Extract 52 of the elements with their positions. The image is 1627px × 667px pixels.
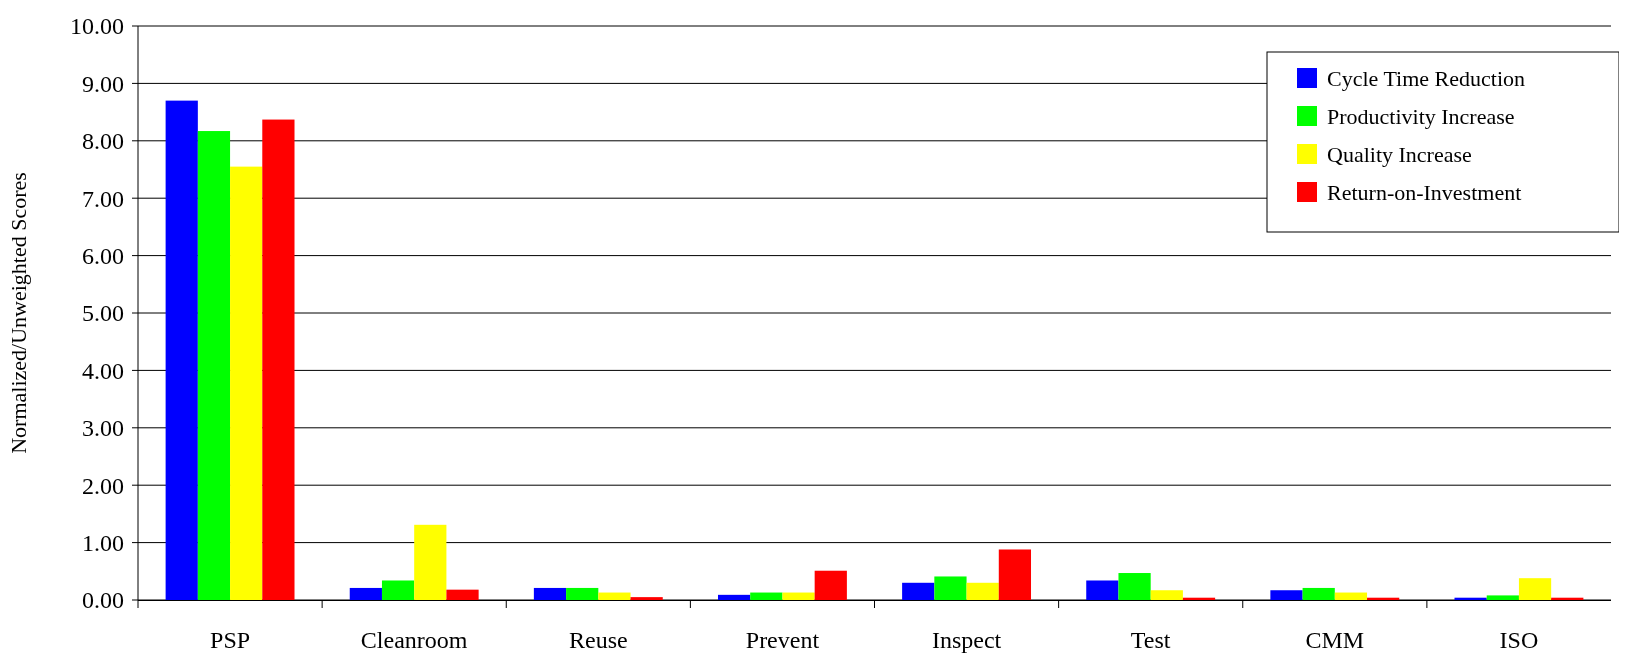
- bar: [566, 587, 599, 600]
- x-tick-label: Reuse: [568, 627, 628, 653]
- bar: [630, 597, 663, 600]
- y-tick-label: 2.00: [82, 472, 124, 499]
- x-tick-label: Inspect: [931, 627, 1002, 653]
- bar: [414, 524, 447, 600]
- x-tick-label: ISO: [1499, 627, 1539, 653]
- y-tick-label: 0.00: [82, 587, 124, 614]
- legend-label: Cycle Time Reduction: [1327, 65, 1525, 91]
- bar: [262, 119, 295, 600]
- x-tick-label: CMM: [1305, 627, 1365, 653]
- y-tick-label: 10.00: [70, 13, 124, 40]
- bar: [966, 582, 999, 600]
- bar: [1486, 595, 1519, 600]
- y-tick-label: 6.00: [82, 243, 124, 269]
- bar: [1086, 580, 1119, 600]
- bar: [934, 576, 967, 600]
- bar: [814, 570, 847, 600]
- x-tick-label: PSP: [210, 627, 251, 653]
- bar: [1334, 592, 1368, 600]
- x-tick-label: Prevent: [745, 627, 820, 653]
- legend-label: Productivity Increase: [1327, 103, 1515, 129]
- bar: [349, 587, 382, 600]
- bar: [782, 592, 815, 600]
- bar: [750, 592, 783, 600]
- bar: [998, 549, 1032, 600]
- y-tick-label: 5.00: [82, 300, 124, 327]
- y-tick-label: 9.00: [82, 70, 124, 97]
- bar: [1270, 590, 1303, 600]
- bar: [381, 580, 415, 600]
- bar: [197, 131, 231, 600]
- y-tick-label: 7.00: [82, 185, 124, 212]
- bar: [533, 587, 567, 600]
- x-tick-label: Cleanroom: [360, 627, 468, 653]
- y-axis-title: Normalized/Unweighted Scores: [6, 172, 31, 454]
- bar: [902, 582, 935, 600]
- y-tick-label: 3.00: [82, 415, 124, 442]
- bar: [1518, 578, 1552, 600]
- x-tick-label: Test: [1130, 627, 1171, 653]
- bar: [1118, 573, 1151, 600]
- bar: [1302, 587, 1335, 600]
- legend-label: Return-on-Investment: [1327, 179, 1522, 205]
- y-tick-label: 4.00: [82, 357, 124, 384]
- bar: [717, 594, 751, 600]
- bar: [1150, 590, 1183, 600]
- y-tick-label: 1.00: [82, 530, 124, 556]
- legend-label: Quality Increase: [1327, 141, 1472, 167]
- bar: [230, 166, 263, 600]
- bar: [165, 100, 198, 600]
- bar: [598, 592, 631, 600]
- y-tick-label: 8.00: [82, 128, 124, 155]
- bar: [446, 589, 479, 600]
